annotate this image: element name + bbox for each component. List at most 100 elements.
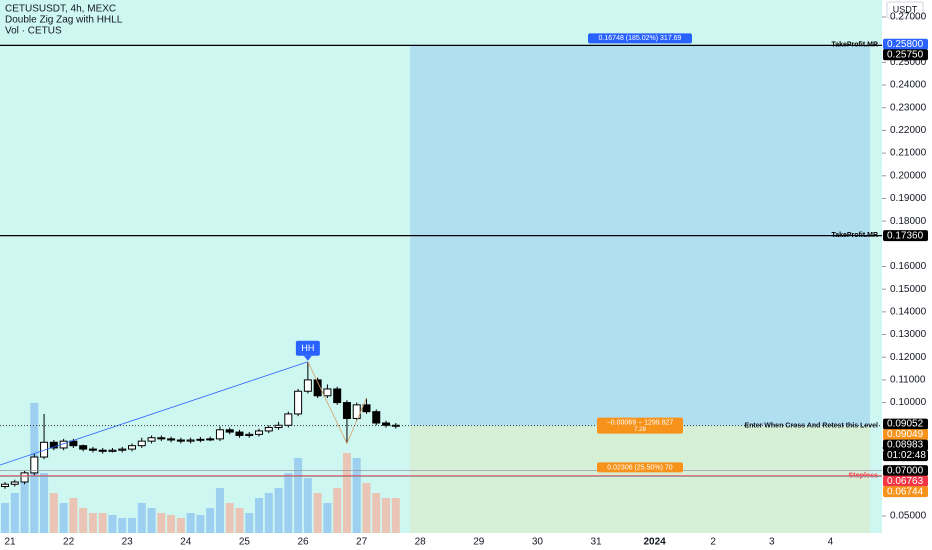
candle-body <box>49 441 58 449</box>
currency-box[interactable] <box>886 1 924 19</box>
y-tick-label: 0.11000 <box>890 375 926 386</box>
x-tick-label: 25 <box>239 537 251 548</box>
y-tick-label: 0.22000 <box>890 125 927 136</box>
candle-body <box>372 411 381 424</box>
volume-bar <box>382 498 391 533</box>
candle-body <box>1 483 9 488</box>
level-label: TakeProfit.MR <box>831 42 878 49</box>
candle-body <box>323 388 332 397</box>
price-badge <box>883 439 928 451</box>
volume-bar <box>313 493 322 533</box>
y-tick-label: 0.12000 <box>890 352 927 363</box>
volume-bar <box>206 508 215 533</box>
tool-label-box <box>588 33 692 44</box>
volume-bar <box>167 515 176 533</box>
x-tick-label: 28 <box>415 537 427 548</box>
level-label: Stoploss <box>848 472 878 479</box>
price-badge <box>883 450 928 462</box>
volume-bar <box>49 493 58 533</box>
y-tick-label: 0.10000 <box>890 397 927 408</box>
candle-body <box>98 449 107 452</box>
background-layer <box>410 45 870 533</box>
x-tick-label: 3 <box>769 537 775 548</box>
candle-body <box>342 402 351 419</box>
candle-body <box>264 427 273 432</box>
x-tick-label: 26 <box>297 537 309 548</box>
tool-label: −0.00069 − 1299.827 <box>607 419 674 426</box>
price-badge <box>883 465 928 477</box>
volume-bar <box>333 488 342 533</box>
y-tick-label: 0.27000 <box>890 12 927 23</box>
candle-body <box>352 404 361 419</box>
y-tick-label: 0.19000 <box>890 193 927 204</box>
price-badge <box>883 486 928 498</box>
candle-body <box>382 422 391 426</box>
volume-bar <box>176 518 185 533</box>
candle-body <box>108 449 117 452</box>
candle-body <box>215 429 224 440</box>
y-tick-label: 0.23000 <box>890 102 927 113</box>
volume-bar <box>255 498 264 533</box>
candle-body <box>333 388 342 404</box>
candle-body <box>40 441 49 458</box>
volume-bar <box>1 503 9 533</box>
y-tick-label: 0.15000 <box>890 284 927 295</box>
candle-body <box>225 429 234 433</box>
price-badge <box>883 230 928 242</box>
candle-body <box>274 424 283 429</box>
volume-bar <box>186 513 195 533</box>
price-badge <box>883 475 928 487</box>
tool-label-box <box>597 417 683 434</box>
volume-bar <box>225 503 234 533</box>
x-tick-label: 2 <box>710 537 716 548</box>
candle-body <box>245 433 254 436</box>
volume-bar <box>264 493 273 533</box>
price-badge <box>883 429 928 441</box>
y-tick-label: 0.25000 <box>890 57 927 68</box>
candle-body <box>206 438 215 441</box>
overlay-layer: HH TakeProfit.MR TakeProfit.MR Stoploss Ente… <box>0 33 882 479</box>
candle-body <box>157 437 166 440</box>
y-tick-label: 0.16000 <box>890 261 927 272</box>
price-badge-label: 01:02:48 <box>887 450 926 461</box>
entry-label: Enter When Cross And Retest this Level <box>744 422 878 429</box>
volume-bar <box>274 488 283 533</box>
indicator: Vol · CETUS <box>5 26 62 37</box>
volume-bar <box>294 458 303 533</box>
price-badge <box>883 418 928 430</box>
x-tick-label: 4 <box>828 537 834 548</box>
volume-bar <box>20 478 29 533</box>
volume-bar <box>118 518 127 533</box>
volume-bar <box>391 498 400 533</box>
x-tick-label: 22 <box>63 537 75 548</box>
candle-body <box>147 437 156 442</box>
x-tick-label: 31 <box>590 537 602 548</box>
currency[interactable]: USDT <box>893 4 918 14</box>
candle-body <box>167 438 176 441</box>
volume-bar <box>362 483 371 533</box>
price-badge-label: 0.17360 <box>887 230 924 241</box>
chart-title: CETUSUSDT, 4h, MEXC <box>5 4 116 15</box>
y-tick-label: 0.05000 <box>890 511 927 522</box>
candle-body <box>284 413 293 426</box>
volume-bar <box>128 518 137 533</box>
volume-bar <box>79 508 88 533</box>
x-tick-label: 29 <box>473 537 485 548</box>
price-badge-label: 0.09049 <box>887 429 924 440</box>
volume-bar <box>137 503 146 533</box>
level-label: TakeProfit.MR <box>831 232 878 239</box>
candle-body <box>176 439 185 442</box>
tool-label: 0.16748 (185.02%) 317.69 <box>599 35 682 42</box>
volume-bar <box>215 488 224 533</box>
volume-bar <box>303 478 312 533</box>
volume-bar <box>59 503 68 533</box>
y-tick-label: 0.13000 <box>890 329 927 340</box>
peak-label-pointer <box>303 355 312 361</box>
volume-bar <box>98 513 107 533</box>
x-tick-label: 27 <box>356 537 368 548</box>
y-tick-label: 0.18000 <box>890 216 927 227</box>
price-badge <box>883 38 928 50</box>
volume-bar <box>157 513 166 533</box>
candle-body <box>30 456 39 474</box>
